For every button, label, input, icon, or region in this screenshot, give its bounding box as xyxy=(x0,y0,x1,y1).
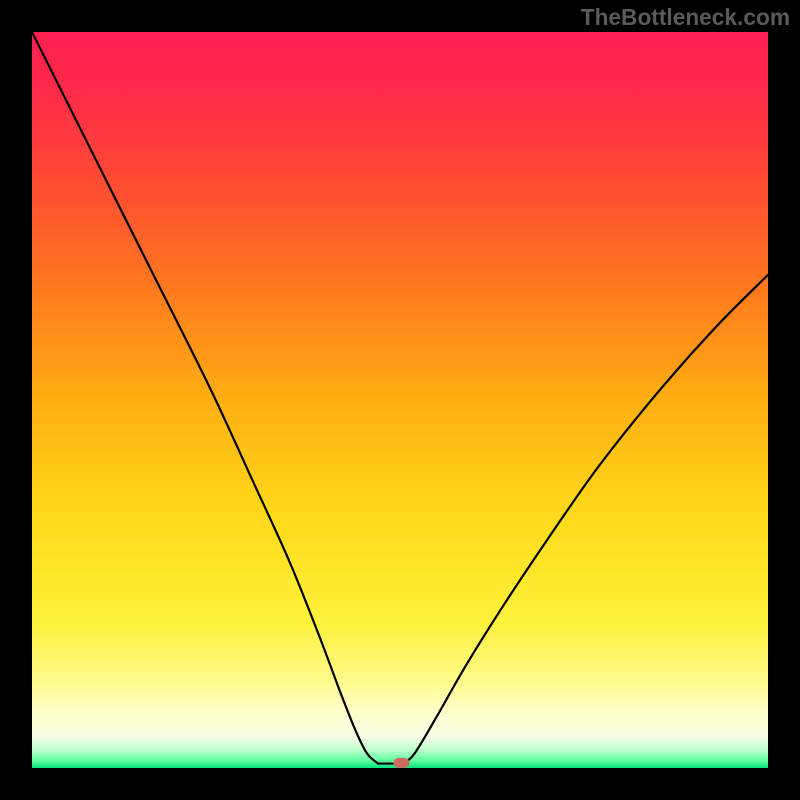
optimal-marker xyxy=(393,758,409,768)
plot-area xyxy=(32,32,768,768)
gradient-bg xyxy=(32,32,768,768)
chart-outer: TheBottleneck.com xyxy=(0,0,800,800)
watermark-text: TheBottleneck.com xyxy=(581,4,790,31)
